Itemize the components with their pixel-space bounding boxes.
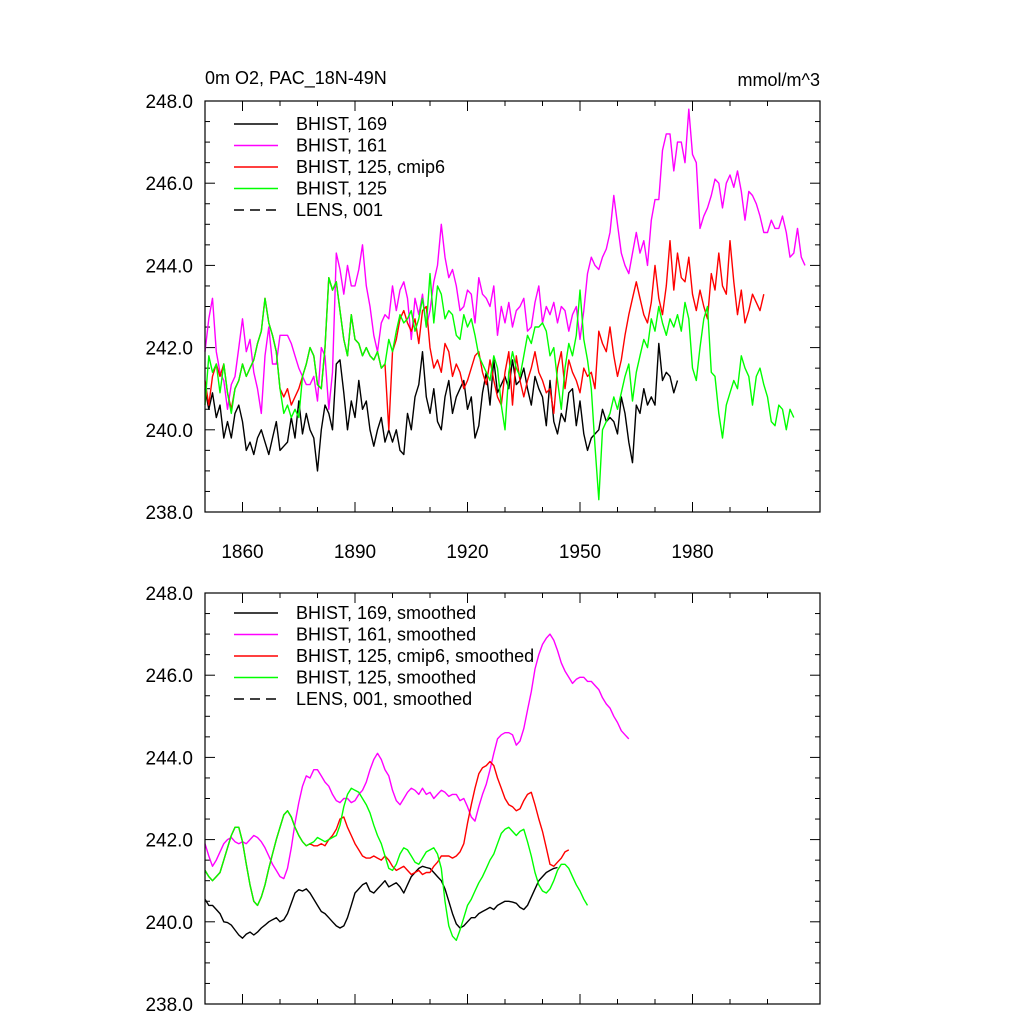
legend-label: BHIST, 125, smoothed — [296, 668, 476, 688]
series-line-2 — [204, 239, 765, 431]
x-tick-label: 1890 — [334, 542, 376, 563]
y-tick-label: 246.0 — [145, 666, 193, 687]
y-tick-label: 248.0 — [145, 584, 193, 605]
y-tick-label: 244.0 — [145, 748, 193, 769]
x-tick-label: 1860 — [221, 542, 263, 563]
series-line-0 — [204, 342, 679, 472]
top-panel-units: mmol/m^3 — [738, 70, 820, 90]
top-panel-lines — [204, 108, 806, 501]
legend-label: BHIST, 161, smoothed — [296, 625, 476, 645]
legend-label: BHIST, 125, cmip6 — [296, 157, 445, 177]
y-tick-label: 238.0 — [145, 503, 193, 524]
legend-label: BHIST, 125, cmip6, smoothed — [296, 646, 534, 666]
x-tick-label: 1980 — [671, 542, 713, 563]
y-tick-label: 248.0 — [145, 92, 193, 113]
series-line-0 — [204, 865, 558, 939]
legend-label: BHIST, 161 — [296, 136, 387, 156]
y-tick-label: 238.0 — [145, 995, 193, 1016]
series-line-3 — [204, 272, 795, 501]
bottom-panel: 238.0 240.0 242.0 244.0 246.0 248.0 BHIST, 16… — [145, 584, 821, 1016]
y-tick-label: 246.0 — [145, 174, 193, 195]
top-panel-title: 0m O2, PAC_18N-49N — [205, 68, 387, 89]
top-panel-ticks: 238.0 240.0 242.0 244.0 246.0 248.0 1860 1890 19… — [145, 92, 820, 563]
series-line-3 — [204, 787, 589, 941]
legend-label: BHIST, 169, smoothed — [296, 603, 476, 623]
legend-label: BHIST, 169 — [296, 114, 387, 134]
legend-label: LENS, 001, smoothed — [296, 689, 472, 709]
y-tick-label: 244.0 — [145, 256, 193, 277]
bottom-panel-frame — [204, 592, 821, 1005]
bottom-panel-ticks: 238.0 240.0 242.0 244.0 246.0 248.0 — [145, 584, 820, 1016]
series-line-1 — [204, 108, 806, 415]
top-panel-frame — [204, 100, 821, 513]
y-tick-label: 242.0 — [145, 831, 193, 852]
bottom-panel-lines — [204, 633, 630, 941]
y-tick-label: 240.0 — [145, 421, 193, 442]
top-panel: 0m O2, PAC_18N-49N mmol/m^3 238.0 240.0 24… — [145, 68, 821, 563]
y-tick-label: 240.0 — [145, 913, 193, 934]
series-line-1 — [204, 633, 630, 880]
legend-label: BHIST, 125 — [296, 179, 387, 199]
y-tick-label: 242.0 — [145, 339, 193, 360]
legend-label: LENS, 001 — [296, 200, 383, 220]
x-tick-label: 1920 — [446, 542, 488, 563]
x-tick-label: 1950 — [559, 542, 601, 563]
